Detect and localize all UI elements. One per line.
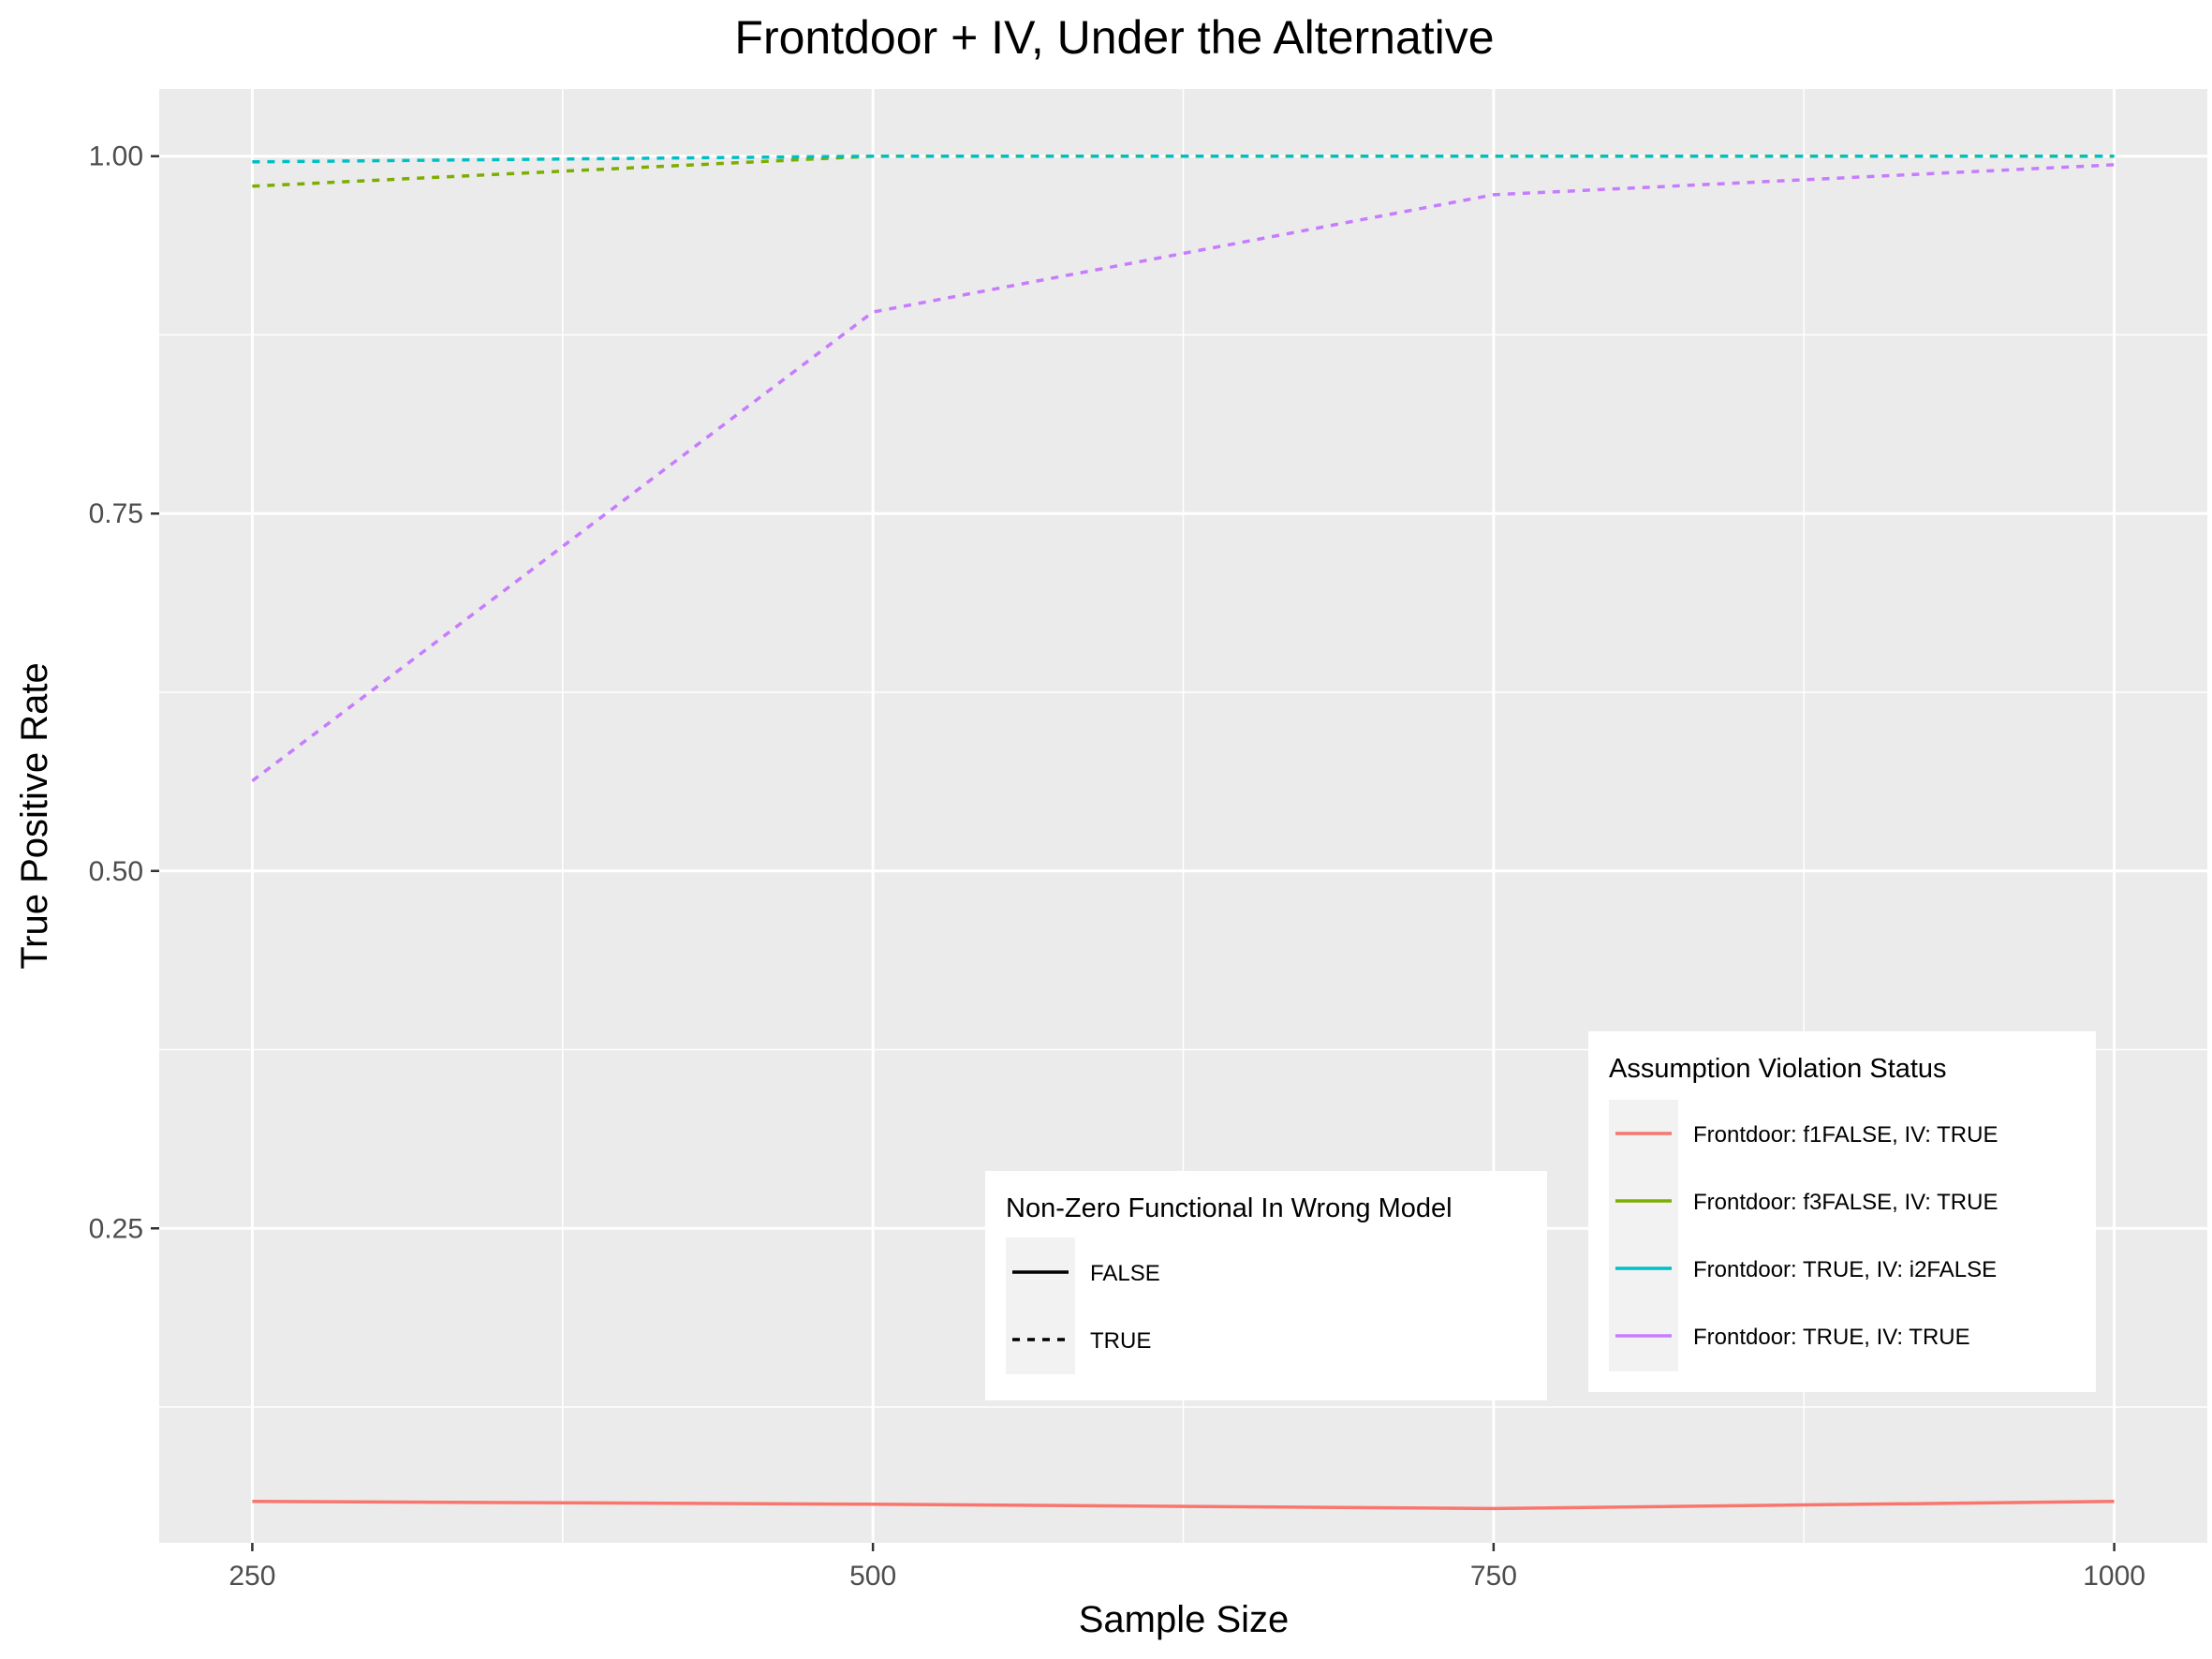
series-line-1: [252, 1499, 2115, 1511]
linetype-legend: Non-Zero Functional In Wrong Model FALSE…: [985, 1171, 1547, 1400]
legend-label-true-true: Frontdoor: TRUE, IV: TRUE: [1693, 1325, 1970, 1350]
y-axis: 0.25 0.50 0.75 1.00: [89, 141, 159, 1244]
x-tick-label: 1000: [2083, 1561, 2146, 1592]
y-tick-label: 0.50: [89, 856, 143, 887]
y-tick-label: 0.25: [89, 1213, 143, 1244]
x-tick-label: 500: [849, 1561, 896, 1592]
y-tick-label: 1.00: [89, 141, 143, 172]
linetype-legend-title: Non-Zero Functional In Wrong Model: [1006, 1193, 1453, 1223]
y-axis-title: True Positive Rate: [14, 662, 55, 970]
chart-title: Frontdoor + IV, Under the Alternative: [734, 11, 1494, 64]
legend-label-f3false: Frontdoor: f3FALSE, IV: TRUE: [1693, 1190, 1998, 1215]
legend-label-true: TRUE: [1090, 1328, 1151, 1354]
color-legend-key-bg: [1609, 1100, 1678, 1371]
x-tick-label: 250: [229, 1561, 275, 1592]
x-axis-title: Sample Size: [1079, 1599, 1290, 1640]
y-tick-label: 0.75: [89, 498, 143, 529]
linetype-legend-box: [985, 1171, 1547, 1400]
legend-label-false: FALSE: [1090, 1261, 1160, 1286]
legend-label-f1false: Frontdoor: f1FALSE, IV: TRUE: [1693, 1122, 1998, 1148]
color-legend: Assumption Violation Status Frontdoor: f…: [1588, 1031, 2096, 1392]
color-legend-title: Assumption Violation Status: [1609, 1054, 1947, 1084]
linetype-legend-key-bg: [1006, 1237, 1075, 1374]
series-line-3: [252, 154, 2115, 164]
x-tick-label: 750: [1470, 1561, 1517, 1592]
x-axis: 250 500 750 1000: [229, 1543, 2146, 1592]
legend-label-i2false: Frontdoor: TRUE, IV: i2FALSE: [1693, 1257, 1997, 1282]
series-lines: [251, 154, 2115, 1511]
